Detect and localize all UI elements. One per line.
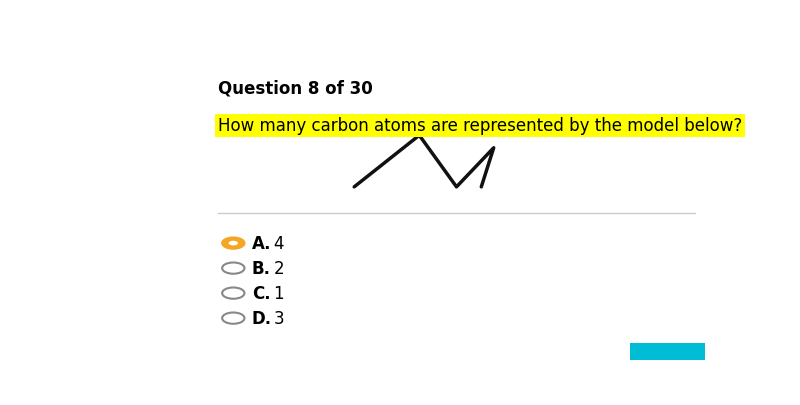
Text: D.: D.: [252, 309, 272, 327]
Circle shape: [222, 238, 245, 249]
Circle shape: [222, 288, 245, 299]
Text: 1: 1: [274, 284, 284, 303]
Text: 3: 3: [274, 309, 284, 327]
Circle shape: [229, 241, 238, 246]
Text: C.: C.: [252, 284, 270, 303]
Text: A.: A.: [252, 234, 271, 252]
Text: B.: B.: [252, 260, 271, 277]
Text: Question 8 of 30: Question 8 of 30: [218, 80, 373, 98]
Text: How many carbon atoms are represented by the model below?: How many carbon atoms are represented by…: [218, 117, 742, 135]
Text: 2: 2: [274, 260, 284, 277]
Circle shape: [222, 263, 245, 274]
Text: 4: 4: [274, 234, 284, 252]
Circle shape: [222, 313, 245, 324]
FancyBboxPatch shape: [630, 343, 705, 360]
